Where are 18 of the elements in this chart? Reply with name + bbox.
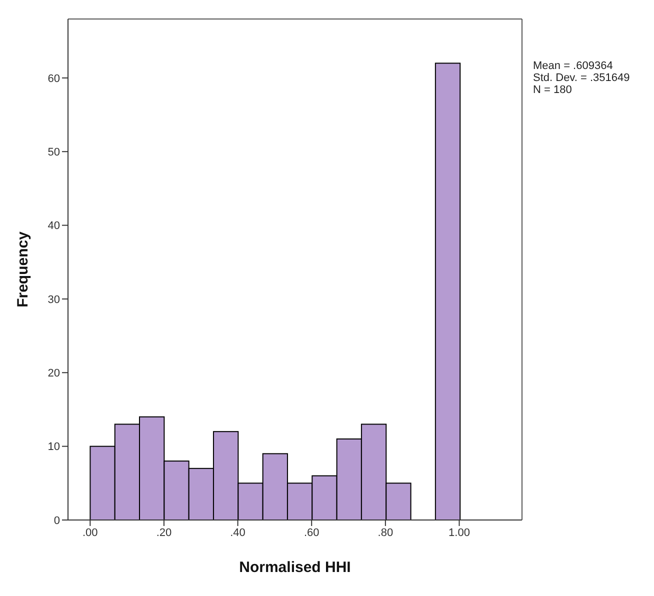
x-tick-label: .80: [378, 526, 394, 539]
y-tick-label: 50: [48, 146, 60, 159]
y-tick-label: 10: [48, 441, 60, 454]
y-tick-label: 60: [48, 72, 60, 85]
text: Std. Dev. = .351649: [533, 72, 630, 84]
x-tick-label: 1.00: [448, 526, 470, 539]
x-tick-label: .60: [304, 526, 320, 539]
x-tick-label: .40: [230, 526, 246, 539]
y-tick-label: 0: [54, 514, 60, 527]
text: Mean = .609364: [533, 60, 614, 72]
x-tick-label: .00: [82, 526, 98, 539]
text: N = 180: [533, 84, 573, 96]
x-axis-title: Normalised HHI: [239, 559, 351, 576]
y-tick-label: 20: [48, 368, 60, 380]
y-axis-title: Frequency: [14, 230, 32, 308]
y-tick-label: 30: [48, 294, 60, 306]
x-tick-label: .20: [156, 526, 172, 539]
y-tick-label: 40: [48, 220, 60, 232]
